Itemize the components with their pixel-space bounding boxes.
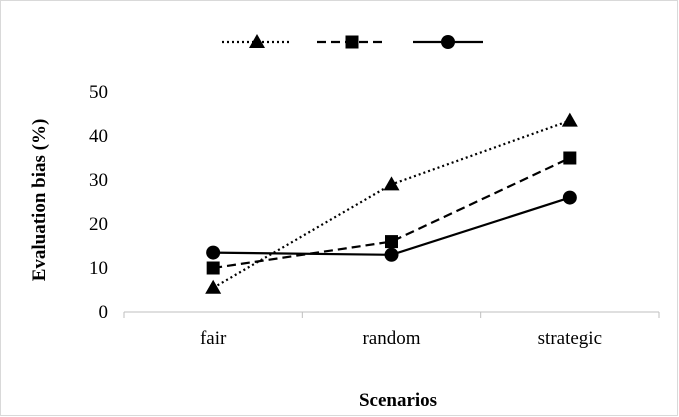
data-point-square bbox=[563, 151, 577, 165]
data-point-circle bbox=[384, 247, 399, 262]
legend-marker-square bbox=[345, 35, 359, 49]
data-point-square bbox=[206, 261, 220, 275]
x-tick-label: fair bbox=[200, 328, 227, 349]
data-point-square bbox=[385, 235, 398, 249]
legend bbox=[222, 34, 483, 49]
data-point-triangle bbox=[561, 112, 578, 127]
x-tick-label: random bbox=[362, 328, 420, 349]
series-triangle bbox=[205, 112, 578, 294]
data-point-triangle bbox=[383, 176, 400, 191]
y-tick-label: 40 bbox=[89, 126, 108, 147]
y-tick-label: 20 bbox=[89, 214, 108, 235]
x-tick-label: strategic bbox=[538, 328, 602, 349]
series-line bbox=[213, 157, 571, 270]
y-tick-label: 0 bbox=[99, 302, 109, 323]
legend-item-circle bbox=[413, 35, 483, 49]
y-tick-label: 50 bbox=[89, 82, 108, 103]
legend-marker-triangle bbox=[249, 34, 265, 48]
y-axis-title: Evaluation bias (%) bbox=[29, 119, 50, 282]
data-point-circle bbox=[206, 245, 221, 260]
data-point-triangle bbox=[205, 279, 222, 294]
y-tick-label: 30 bbox=[89, 170, 108, 191]
legend-item-square bbox=[317, 35, 387, 49]
x-axis-title: Scenarios bbox=[359, 390, 437, 411]
legend-marker-circle bbox=[441, 35, 455, 49]
series-group bbox=[205, 112, 578, 294]
y-axis: 0 10 20 30 40 50 bbox=[89, 82, 108, 323]
legend-item-triangle bbox=[222, 34, 292, 48]
x-axis: fair random strategic bbox=[123, 311, 660, 349]
series-circle bbox=[206, 190, 577, 262]
y-tick-label: 10 bbox=[89, 258, 108, 279]
data-point-circle bbox=[562, 190, 577, 205]
series-square bbox=[206, 151, 577, 275]
